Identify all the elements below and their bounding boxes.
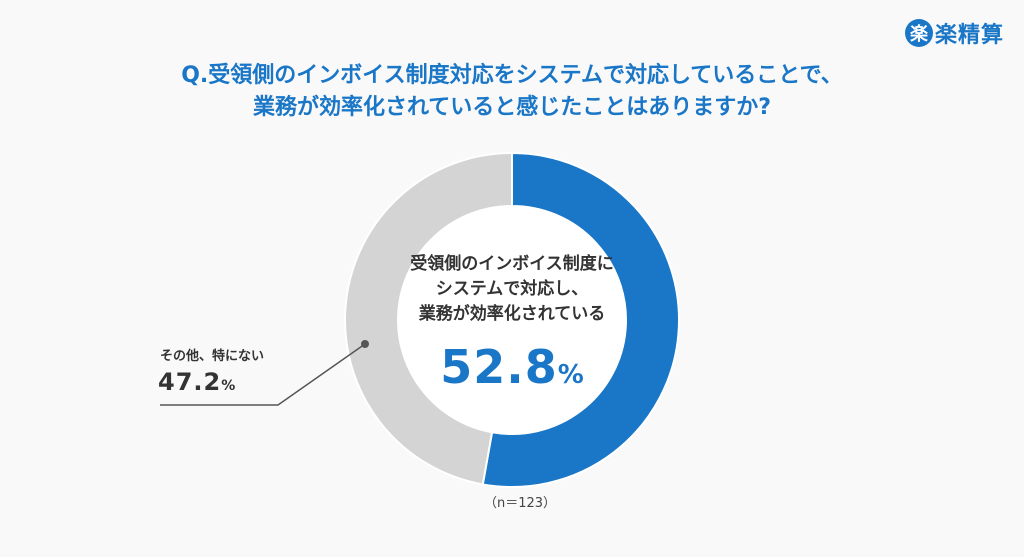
donut-hole	[398, 206, 626, 434]
center-label-line-1: 受領側のインボイス制度に	[410, 254, 614, 274]
center-value: 52.8%	[392, 340, 632, 394]
title-line-2: 業務が効率化されていると感じたことはありますか?	[252, 95, 772, 120]
center-value-number: 52.8	[440, 340, 558, 394]
leader-dot	[361, 340, 369, 348]
sample-size: （n＝123）	[483, 496, 557, 511]
other-label: その他、特にない	[160, 349, 265, 364]
center-value-unit: %	[557, 360, 584, 390]
other-value-number: 47.2	[158, 368, 222, 396]
leader-line	[160, 343, 366, 406]
other-value-unit: %	[221, 378, 236, 394]
center-label-line-3: 業務が効率化されている	[418, 304, 606, 324]
logo-text: 楽精算	[935, 23, 1005, 48]
chart-title: Q.受領側のインボイス制度対応をシステムで対応していることで、 業務が効率化され…	[0, 60, 1024, 124]
center-label-line-2: システムで対応し、	[435, 279, 589, 299]
title-line-1: Q.受領側のインボイス制度対応をシステムで対応していることで、	[181, 63, 843, 88]
brand-logo: 楽 楽精算	[905, 17, 1004, 49]
logo-badge-icon: 楽	[905, 19, 933, 47]
other-value: 47.2%	[158, 368, 235, 396]
donut-segments	[344, 151, 680, 488]
center-label: 受領側のインボイス制度に システムで対応し、 業務が効率化されている	[392, 252, 632, 327]
